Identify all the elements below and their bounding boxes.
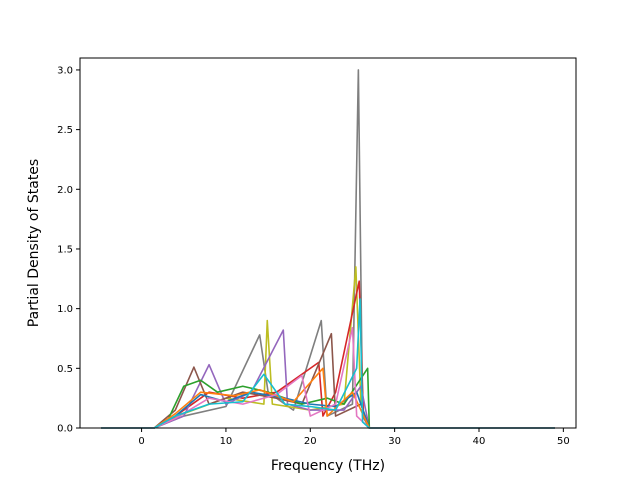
plot-area <box>101 69 555 429</box>
series-line-6 <box>101 367 555 429</box>
series-line-9 <box>101 326 555 429</box>
y-tick-label: 2.5 <box>57 125 73 136</box>
x-axis: 0 10 20 30 40 50 <box>138 428 570 447</box>
y-tick-label: 0.0 <box>57 424 73 435</box>
x-tick-label: 0 <box>138 436 144 447</box>
y-axis: 0.0 0.5 1.0 1.5 2.0 2.5 3.0 <box>57 65 80 435</box>
series-line-4 <box>101 329 555 429</box>
plot-frame <box>79 57 577 429</box>
x-tick-label: 50 <box>557 436 570 447</box>
y-tick-label: 1.5 <box>57 244 73 255</box>
x-tick-label: 10 <box>220 436 233 447</box>
series-line-10 <box>101 298 555 429</box>
x-tick-label: 20 <box>304 436 317 447</box>
y-tick-label: 2.0 <box>57 185 73 196</box>
x-tick-label: 30 <box>388 436 401 447</box>
y-tick-label: 0.5 <box>57 364 73 375</box>
y-tick-label: 1.0 <box>57 304 73 315</box>
y-tick-label: 3.0 <box>57 65 73 76</box>
x-axis-title: Frequency (THz) <box>271 458 385 474</box>
x-tick-label: 40 <box>473 436 486 447</box>
y-axis-title: Partial Density of States <box>26 159 42 327</box>
